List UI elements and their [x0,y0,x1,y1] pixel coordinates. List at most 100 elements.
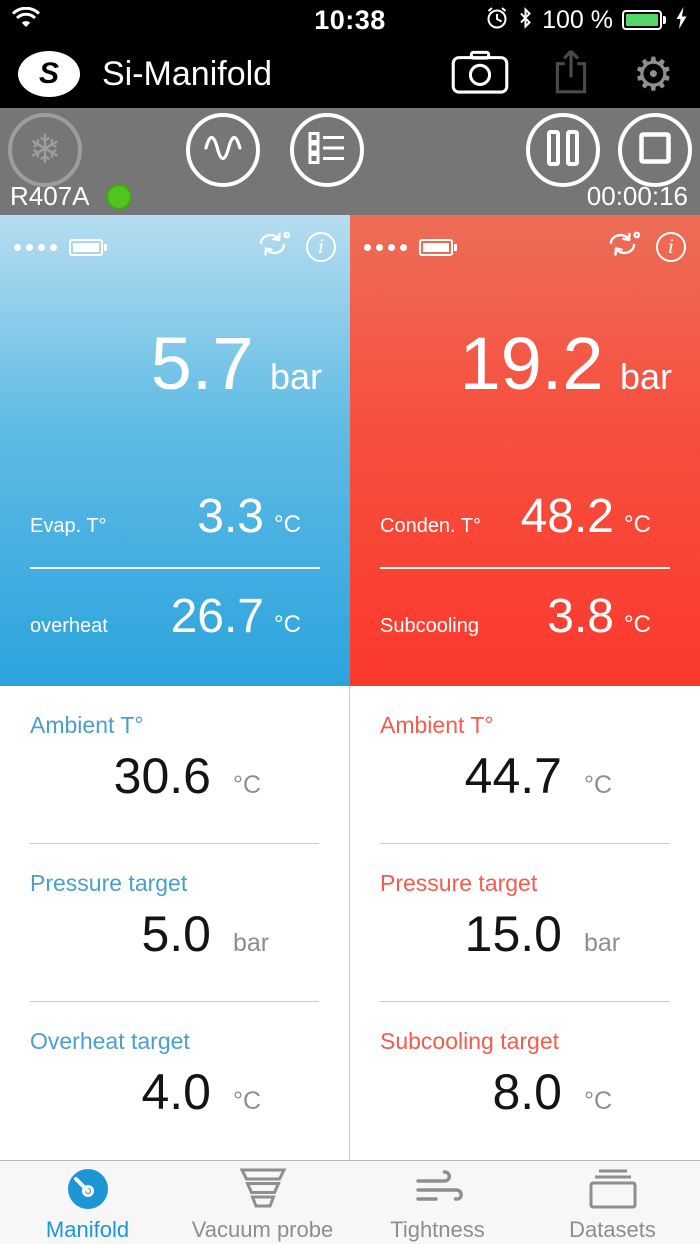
settings-button[interactable]: ⚙ [633,51,674,97]
zero-calibrate-icon[interactable] [606,231,641,263]
stop-icon [638,131,672,170]
overheat-row: overheat 26.7 °C [0,593,350,641]
export-button[interactable] [553,49,589,100]
pressure-target-block: Pressure target 5.0 bar [0,844,349,1002]
subcooling-target-unit: °C [584,1087,613,1115]
evap-temp-unit: °C [274,511,301,538]
subcooling-unit: °C [624,611,651,638]
bluetooth-icon [518,6,533,35]
ambient-temp-block: Ambient T° 30.6 °C [0,686,349,844]
subcooling-row: Subcooling 3.8 °C [350,593,700,641]
sine-wave-icon [202,131,244,170]
gauges-section: i 5.7 bar Evap. T° 3.3 °C overheat 26.7 … [0,215,700,686]
info-icon[interactable]: i [656,232,686,262]
low-pressure-reading: 5.7 bar [0,327,350,401]
probe-signal-icon [14,243,57,251]
high-targets-column: Ambient T° 44.7 °C Pressure target 15.0 … [350,686,700,1160]
divider [380,567,670,569]
divider [30,567,320,569]
overheat-target-value[interactable]: 4.0 [141,1064,211,1120]
battery-percent: 100 % [542,5,613,34]
high-pressure-unit: bar [619,356,672,397]
condensation-temp-row: Conden. T° 48.2 °C [350,493,700,541]
overheat-target-unit: °C [233,1087,262,1115]
page-title: Si-Manifold [102,54,273,93]
probe-battery-icon [419,238,457,256]
tab-tightness-label: Tightness [390,1216,485,1242]
pressure-target-label: Pressure target [380,870,538,896]
overheat-unit: °C [274,611,301,638]
evap-temp-row: Evap. T° 3.3 °C [0,493,350,541]
ambient-temp-unit: °C [233,771,262,799]
stop-button[interactable] [618,113,692,187]
overheat-target-block: Overheat target 4.0 °C [0,1002,349,1160]
status-green-dot [105,183,132,210]
subcooling-value: 3.8 [547,590,614,643]
tab-tightness[interactable]: Tightness [350,1161,525,1244]
session-timer: 00:00:16 [586,181,688,211]
pressure-target-value[interactable]: 5.0 [141,906,211,962]
tab-datasets-label: Datasets [569,1216,656,1242]
ambient-temp-value: 30.6 [113,748,211,804]
wifi-icon [11,6,41,33]
alarm-icon [485,6,509,35]
battery-icon [622,10,666,30]
ambient-temp-label: Ambient T° [380,712,494,738]
manifold-gauge-icon [65,1165,111,1213]
tab-vacuum-probe[interactable]: Vacuum probe [175,1161,350,1244]
pressure-target-label: Pressure target [30,870,188,896]
charging-bolt-icon [675,6,688,35]
evap-temp-value: 3.3 [197,490,264,543]
graph-button[interactable] [186,113,260,187]
targets-section: Ambient T° 30.6 °C Pressure target 5.0 b… [0,686,700,1160]
subcooling-target-value[interactable]: 8.0 [492,1064,562,1120]
overheat-label: overheat [30,615,108,637]
pressure-target-value[interactable]: 15.0 [464,906,562,962]
share-icon [553,49,589,100]
subcooling-target-label: Subcooling target [380,1028,560,1054]
high-pressure-value: 19.2 [459,322,604,405]
tab-manifold[interactable]: Manifold [0,1161,175,1244]
subcooling-label: Subcooling [380,615,479,637]
camera-icon [451,50,509,99]
datasets-stack-icon [586,1165,640,1213]
tab-datasets[interactable]: Datasets [525,1161,700,1244]
subcooling-target-block: Subcooling target 8.0 °C [350,1002,700,1160]
condensation-temp-label: Conden. T° [380,515,482,537]
ambient-temp-label: Ambient T° [30,712,144,738]
low-pressure-panel: i 5.7 bar Evap. T° 3.3 °C overheat 26.7 … [0,215,350,686]
camera-button[interactable] [451,50,509,99]
low-pressure-value: 5.7 [150,322,254,405]
pause-icon [546,129,580,172]
low-targets-column: Ambient T° 30.6 °C Pressure target 5.0 b… [0,686,350,1160]
toolbar: ❄ [0,108,700,215]
low-pressure-unit: bar [269,356,322,397]
pressure-target-unit: bar [584,929,621,957]
tab-manifold-label: Manifold [45,1216,130,1242]
snowflake-icon: ❄ [28,127,62,173]
app-logo: S [18,51,80,97]
tightness-wind-icon [412,1165,464,1213]
ambient-temp-block: Ambient T° 44.7 °C [350,686,700,844]
high-pressure-panel: i 19.2 bar Conden. T° 48.2 °C Subcooling… [350,215,700,686]
tab-bar: Manifold Vacuum probe Tightness [0,1160,700,1244]
pause-button[interactable] [526,113,600,187]
evap-temp-label: Evap. T° [30,515,107,537]
tab-vacuum-probe-label: Vacuum probe [191,1216,334,1242]
list-icon [308,131,346,170]
nav-bar: S Si-Manifold [0,40,700,108]
defrost-button[interactable]: ❄ [8,113,82,187]
vacuum-probe-icon [235,1165,291,1213]
pressure-target-unit: bar [233,929,270,957]
high-pressure-reading: 19.2 bar [350,327,700,401]
ambient-temp-unit: °C [584,771,613,799]
readings-list-button[interactable] [290,113,364,187]
ambient-temp-value: 44.7 [464,748,562,804]
probe-battery-icon [69,238,107,256]
refrigerant-label[interactable]: R407A [10,181,90,211]
zero-calibrate-icon[interactable] [256,231,291,263]
probe-signal-icon [364,243,407,251]
info-icon[interactable]: i [306,232,336,262]
overheat-target-label: Overheat target [30,1028,190,1054]
